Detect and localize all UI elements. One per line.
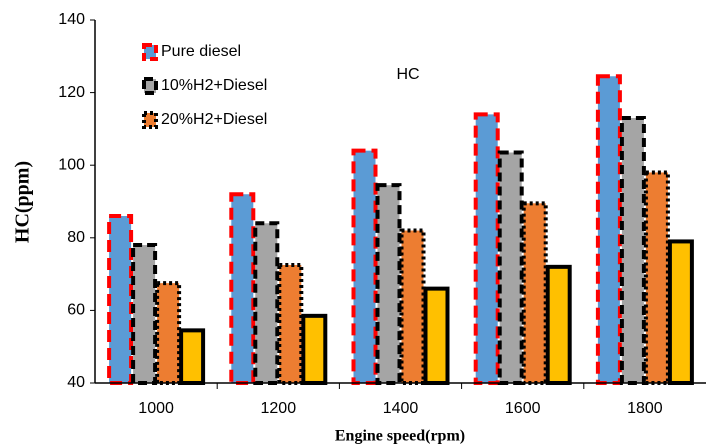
y-tick-label: 120 <box>58 84 85 101</box>
bar <box>375 183 402 385</box>
bar <box>131 243 158 385</box>
bar <box>277 263 304 385</box>
bar <box>643 170 670 385</box>
bar <box>253 221 280 385</box>
x-tick-label: 1400 <box>383 400 419 417</box>
bar <box>351 148 378 385</box>
legend-swatch <box>142 77 158 95</box>
y-tick-label: 140 <box>58 11 85 28</box>
bar <box>107 214 134 385</box>
annotation: HC <box>396 66 419 83</box>
bar <box>545 264 572 385</box>
bar <box>155 281 182 385</box>
bar <box>399 228 426 385</box>
x-tick-label: 1000 <box>138 400 174 417</box>
y-tick-label: 60 <box>67 302 85 319</box>
y-tick-label: 80 <box>67 229 85 246</box>
bar <box>667 239 694 385</box>
bar <box>619 116 646 385</box>
x-tick-label: 1600 <box>505 400 541 417</box>
bar <box>497 150 524 385</box>
legend-label: 20%H2+Diesel <box>161 111 267 128</box>
bar <box>423 286 450 385</box>
y-axis-label: HC(ppm) <box>12 161 34 243</box>
bar <box>229 192 256 385</box>
bar <box>301 313 328 385</box>
x-tick-label: 1800 <box>627 400 663 417</box>
legend-label: Pure diesel <box>161 43 241 60</box>
x-tick-label: 1200 <box>261 400 297 417</box>
bar <box>179 328 206 385</box>
legend-swatch <box>142 111 158 129</box>
bar <box>521 201 548 385</box>
bar <box>473 112 500 385</box>
bar <box>595 74 622 385</box>
legend-swatch <box>142 43 158 61</box>
y-tick-label: 40 <box>67 374 85 391</box>
y-tick-label: 100 <box>58 156 85 173</box>
x-axis-label: Engine speed(rpm) <box>335 428 465 445</box>
legend-label: 10%H2+Diesel <box>161 77 267 94</box>
